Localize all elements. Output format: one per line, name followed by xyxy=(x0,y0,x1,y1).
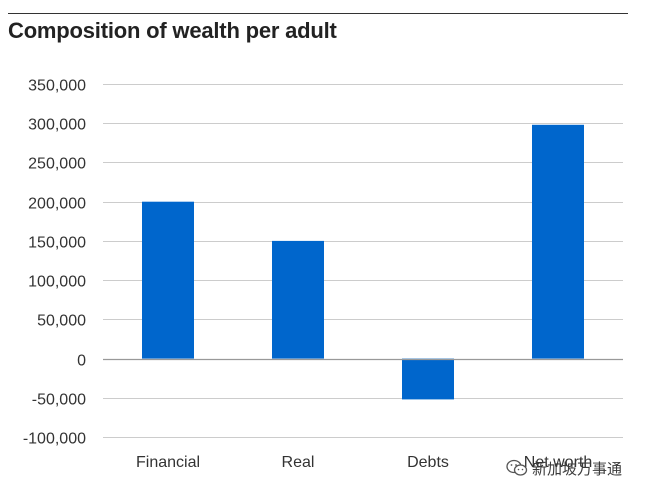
y-tick-label: 50,000 xyxy=(37,313,86,330)
bars xyxy=(142,125,584,400)
y-tick-label: 300,000 xyxy=(28,117,86,134)
y-tick-label: -50,000 xyxy=(32,392,86,409)
bar-financial xyxy=(142,202,194,359)
y-tick-label: 200,000 xyxy=(28,196,86,213)
y-tick-label: 250,000 xyxy=(28,156,86,173)
y-tick-label: -100,000 xyxy=(23,431,86,448)
y-tick-label: 0 xyxy=(77,353,86,370)
x-tick-label: Real xyxy=(282,454,315,471)
y-tick-label: 100,000 xyxy=(28,274,86,291)
bar-debts xyxy=(402,359,454,400)
bar-net-worth xyxy=(532,125,584,359)
x-tick-label: Financial xyxy=(136,454,200,471)
y-axis-tick-labels: 350,000 300,000 250,000 200,000 150,000 100,0… xyxy=(23,78,86,448)
watermark-text: 新加坡万事通 xyxy=(532,458,622,479)
wechat-icon xyxy=(506,459,528,477)
y-tick-label: 350,000 xyxy=(28,78,86,95)
y-tick-label: 150,000 xyxy=(28,235,86,252)
bar-real xyxy=(272,241,324,359)
x-tick-label: Debts xyxy=(407,454,449,471)
watermark: 新加坡万事通 xyxy=(506,456,646,480)
